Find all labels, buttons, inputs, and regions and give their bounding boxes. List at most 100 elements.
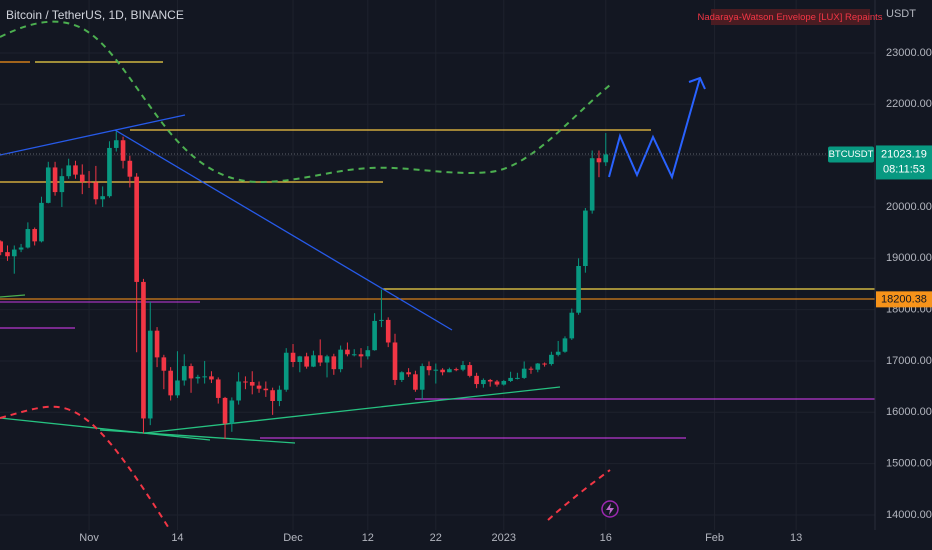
candle-body (66, 165, 71, 177)
x-tick-label: 2023 (492, 532, 516, 544)
candle-body (107, 147, 112, 197)
candle-body (100, 196, 105, 200)
price-line-tag (876, 291, 932, 308)
candle-body (290, 352, 296, 362)
candle-body (358, 354, 364, 357)
candle-body (222, 397, 228, 424)
candle-body (283, 352, 289, 390)
y-tick-label: 20000.00 (886, 201, 932, 213)
candle-body (460, 365, 466, 370)
candle-body (596, 158, 602, 163)
candle-body (243, 381, 248, 383)
candle-body (202, 376, 207, 378)
trend-line (0, 114, 186, 156)
x-tick-label: Dec (283, 532, 303, 544)
countdown-label: 08:11:53 (883, 163, 925, 175)
y-tick-label: 15000.00 (886, 458, 932, 470)
x-tick-label: 14 (171, 532, 183, 544)
drawings (0, 20, 875, 531)
candle-body (576, 266, 581, 313)
candle-body (120, 140, 126, 161)
candle-body (351, 354, 357, 356)
projection-path (608, 77, 701, 180)
x-tick-label: Feb (705, 532, 724, 544)
candle-body (481, 379, 486, 385)
candle-body (5, 252, 10, 257)
candle-body (331, 356, 337, 370)
candle-body (127, 160, 133, 177)
candles (0, 131, 609, 439)
axes: 14000.0015000.0016000.0017000.0018000.00… (79, 47, 932, 544)
x-tick-label: 16 (600, 532, 612, 544)
candle-body (487, 379, 493, 382)
candle-body (399, 372, 405, 380)
candle-body (52, 167, 58, 193)
price-line-label: 18200.38 (881, 293, 927, 305)
candle-body (175, 380, 180, 396)
y-tick-label: 22000.00 (886, 98, 932, 110)
candle-body (249, 382, 255, 386)
candle-body (549, 354, 554, 365)
candle-body (535, 363, 541, 370)
candle-body (25, 229, 31, 248)
candle-body (426, 366, 432, 371)
candle-body (277, 389, 282, 402)
alert-icon[interactable] (601, 500, 619, 518)
trend-line (144, 386, 561, 434)
y-tick-label: 19000.00 (886, 252, 932, 264)
candle-body (569, 312, 575, 339)
candle-body (215, 379, 221, 398)
y-tick-label: 14000.00 (886, 509, 932, 521)
candle-body (188, 366, 194, 379)
candle-body (209, 376, 214, 380)
y-tick-label: 17000.00 (886, 355, 932, 367)
indicator-label[interactable]: Nadaraya-Watson Envelope [LUX] Repaints (698, 12, 883, 23)
candle-body (134, 176, 139, 282)
price-tags: BTCUSDT 21023.19 08:11:53 18200.38 (828, 145, 932, 308)
candle-body (494, 381, 500, 385)
candle-body (385, 319, 391, 343)
candle-body (270, 390, 275, 402)
alert-icon-bolt (606, 503, 614, 515)
candle-body (379, 319, 384, 321)
lower-envelope (0, 405, 171, 531)
candle-body (229, 400, 235, 424)
candle-body (583, 210, 588, 267)
symbol-tag (828, 146, 874, 163)
grid (0, 0, 875, 530)
y-axis-label: USDT (886, 8, 916, 20)
candle-body (141, 281, 146, 419)
candle-body (453, 369, 459, 371)
candle-body (73, 165, 78, 175)
candle-body (297, 356, 303, 362)
candle-body (589, 158, 595, 211)
candle-body (508, 377, 513, 381)
candle-body (311, 355, 316, 367)
candle-body (32, 229, 37, 242)
candle-body (0, 241, 3, 253)
candle-body (440, 369, 445, 373)
candle-body (542, 363, 547, 365)
candle-body (365, 350, 371, 357)
candle-body (603, 154, 609, 163)
candle-body (419, 366, 425, 390)
trend-line (114, 129, 453, 331)
x-tick-label: 22 (430, 532, 442, 544)
candle-body (45, 167, 51, 203)
candle-body (338, 349, 343, 370)
indicator-badge[interactable] (711, 9, 870, 25)
candle-body (59, 176, 65, 193)
candle-body (555, 351, 561, 355)
candle-body (528, 368, 534, 370)
last-price-tag (876, 145, 932, 180)
candle-body (501, 380, 507, 385)
candle-body (324, 356, 330, 363)
trend-line (0, 417, 211, 441)
trend-line (99, 429, 296, 444)
last-price-label: 21023.19 (881, 148, 927, 160)
candle-body (256, 385, 262, 389)
y-tick-label: 23000.00 (886, 47, 932, 59)
